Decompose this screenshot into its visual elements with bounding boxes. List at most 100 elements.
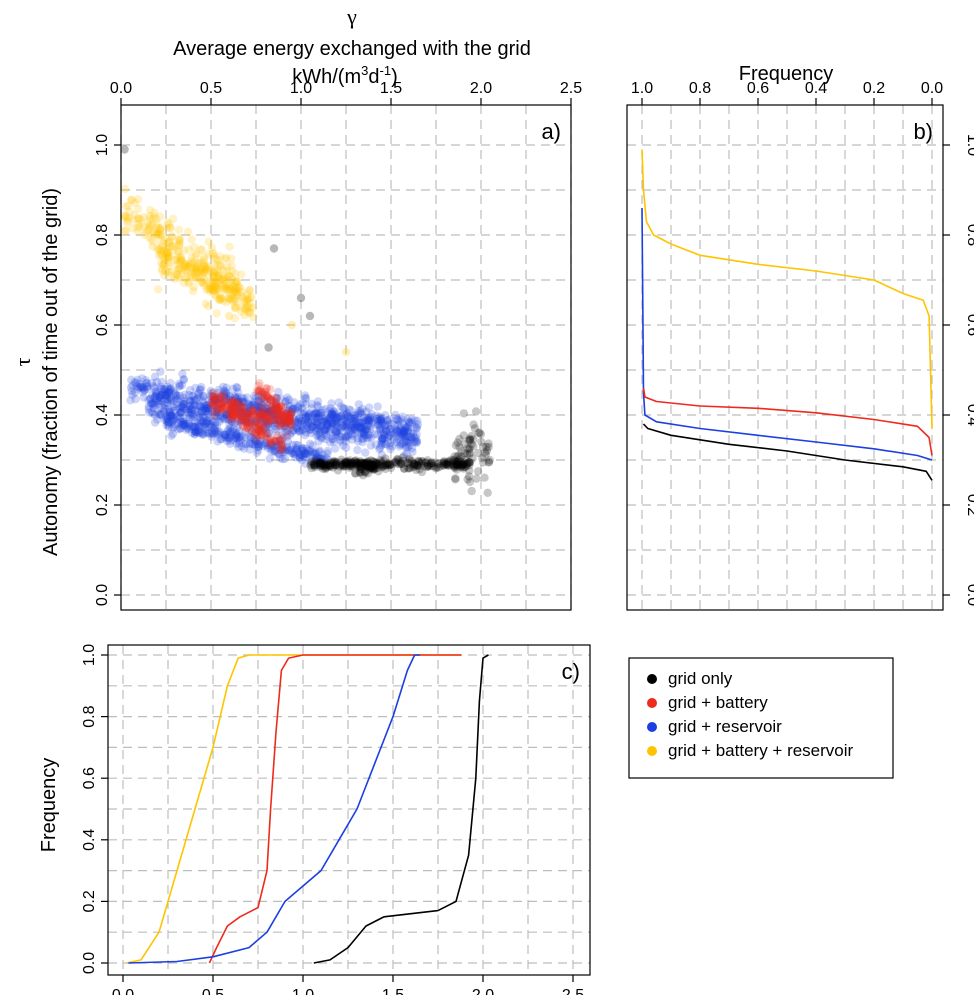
point-grid-reservoir-364 — [350, 422, 360, 432]
point-grid-reservoir-355 — [228, 396, 237, 405]
point-grid-reservoir-144 — [295, 426, 304, 436]
point-grid-only-143 — [408, 462, 418, 472]
point-grid-reservoir-960 — [210, 401, 219, 410]
point-grid-battery-139 — [274, 415, 284, 425]
point-grid-only-26 — [405, 460, 415, 469]
point-grid-reservoir-1151 — [253, 440, 263, 449]
point-grid-battery-220 — [256, 423, 265, 432]
point-grid-reservoir-482 — [373, 430, 382, 439]
point-grid-only-131 — [317, 459, 326, 468]
point-grid-only-383 — [480, 473, 489, 482]
point-grid-reservoir-627 — [323, 421, 332, 430]
point-grid-battery-reservoir-277 — [217, 294, 226, 303]
point-grid-battery-reservoir-17 — [165, 237, 175, 246]
point-grid-reservoir-744 — [180, 420, 189, 429]
point-grid-reservoir-197 — [381, 411, 390, 420]
point-grid-reservoir-607 — [349, 422, 358, 431]
point-grid-reservoir-1269 — [240, 432, 249, 441]
point-grid-only-49 — [366, 460, 375, 469]
point-grid-battery-188 — [226, 408, 235, 417]
point-grid-reservoir-976 — [302, 420, 311, 430]
point-grid-battery-reservoir-233 — [153, 285, 163, 294]
panel-b-xtick-label-0: 1.0 — [631, 80, 653, 97]
point-grid-reservoir-628 — [150, 401, 159, 410]
point-grid-reservoir-26 — [214, 399, 223, 409]
point-grid-battery-115 — [238, 402, 248, 412]
point-grid-battery-179 — [240, 415, 249, 424]
point-grid-reservoir-531 — [242, 418, 251, 427]
point-grid-battery-reservoir-240 — [202, 285, 211, 294]
point-grid-reservoir-1196 — [182, 424, 192, 433]
point-grid-reservoir-519 — [347, 430, 356, 439]
point-grid-reservoir-37 — [188, 391, 197, 401]
point-grid-battery-reservoir-237 — [204, 272, 214, 282]
point-grid-battery-reservoir-55 — [201, 265, 210, 274]
panel-a-plot-area — [121, 145, 494, 497]
point-grid-only-284 — [417, 460, 426, 469]
point-grid-reservoir-781 — [279, 419, 289, 428]
point-grid-reservoir-73 — [143, 382, 152, 391]
point-grid-reservoir-1026 — [310, 448, 319, 458]
point-grid-only-359 — [472, 474, 481, 483]
point-grid-battery-reservoir-297 — [237, 270, 246, 279]
point-grid-reservoir-393 — [294, 414, 304, 424]
point-grid-reservoir-949 — [204, 413, 214, 422]
point-grid-reservoir-619 — [395, 427, 404, 436]
point-grid-only-216 — [338, 462, 347, 471]
point-grid-reservoir-428 — [146, 394, 155, 403]
point-grid-reservoir-1035 — [320, 458, 329, 467]
point-grid-reservoir-74 — [157, 390, 167, 399]
panel-a-ytick-label-4: 0.8 — [94, 224, 111, 246]
point-grid-only-201 — [394, 456, 403, 465]
point-grid-battery-reservoir-49 — [199, 252, 209, 262]
point-grid-battery-253 — [263, 392, 272, 401]
point-grid-reservoir-499 — [312, 413, 321, 422]
point-grid-reservoir-664 — [220, 414, 230, 423]
point-grid-reservoir-374 — [410, 416, 419, 425]
point-grid-reservoir-257 — [359, 416, 369, 426]
point-grid-reservoir-840 — [277, 430, 287, 440]
point-grid-reservoir-66 — [239, 412, 248, 421]
point-grid-battery-265 — [270, 406, 279, 415]
point-grid-reservoir-1219 — [210, 421, 219, 430]
point-grid-only-183 — [441, 460, 450, 469]
point-grid-reservoir-1233 — [202, 419, 211, 428]
point-grid-reservoir-416 — [225, 392, 234, 401]
point-grid-only-397 — [465, 434, 474, 443]
point-grid-reservoir-352 — [399, 426, 408, 435]
point-grid-reservoir-479 — [349, 411, 358, 421]
point-grid-battery-reservoir-7 — [173, 248, 183, 257]
point-grid-only-35 — [347, 462, 356, 471]
point-grid-battery-61 — [284, 414, 294, 424]
point-grid-reservoir-794 — [366, 441, 376, 450]
point-grid-only-38 — [450, 456, 460, 466]
point-grid-only-222 — [405, 454, 414, 464]
point-grid-reservoir-75 — [234, 396, 243, 405]
point-grid-reservoir-625 — [169, 411, 178, 421]
point-grid-reservoir-617 — [348, 431, 357, 440]
point-grid-only-155 — [348, 458, 357, 468]
point-grid-reservoir-629 — [355, 422, 365, 431]
point-grid-reservoir-745 — [402, 443, 411, 453]
point-grid-reservoir-692 — [196, 409, 205, 419]
point-grid-reservoir-281 — [291, 406, 301, 415]
point-grid-reservoir-730 — [238, 416, 247, 425]
point-grid-battery-reservoir-344 — [222, 283, 232, 292]
point-grid-reservoir-481 — [327, 410, 337, 419]
point-grid-battery-49 — [241, 409, 251, 419]
point-grid-only-220 — [325, 461, 334, 470]
point-grid-reservoir-948 — [235, 409, 245, 418]
point-grid-reservoir-1260 — [252, 448, 262, 457]
point-grid-battery-29 — [222, 401, 231, 410]
point-grid-battery-66 — [249, 406, 259, 415]
point-grid-only-77 — [449, 460, 458, 469]
point-grid-battery-reservoir-371 — [231, 303, 240, 313]
point-grid-battery-reservoir-76 — [196, 258, 205, 267]
point-grid-reservoir-131 — [376, 415, 386, 424]
point-grid-battery-reservoir-72 — [231, 304, 240, 313]
point-grid-reservoir-905 — [323, 420, 332, 429]
point-grid-reservoir-160 — [340, 415, 349, 424]
point-grid-battery-reservoir-336 — [230, 302, 240, 311]
point-grid-reservoir-187 — [268, 410, 277, 419]
point-grid-reservoir-32 — [365, 415, 374, 425]
